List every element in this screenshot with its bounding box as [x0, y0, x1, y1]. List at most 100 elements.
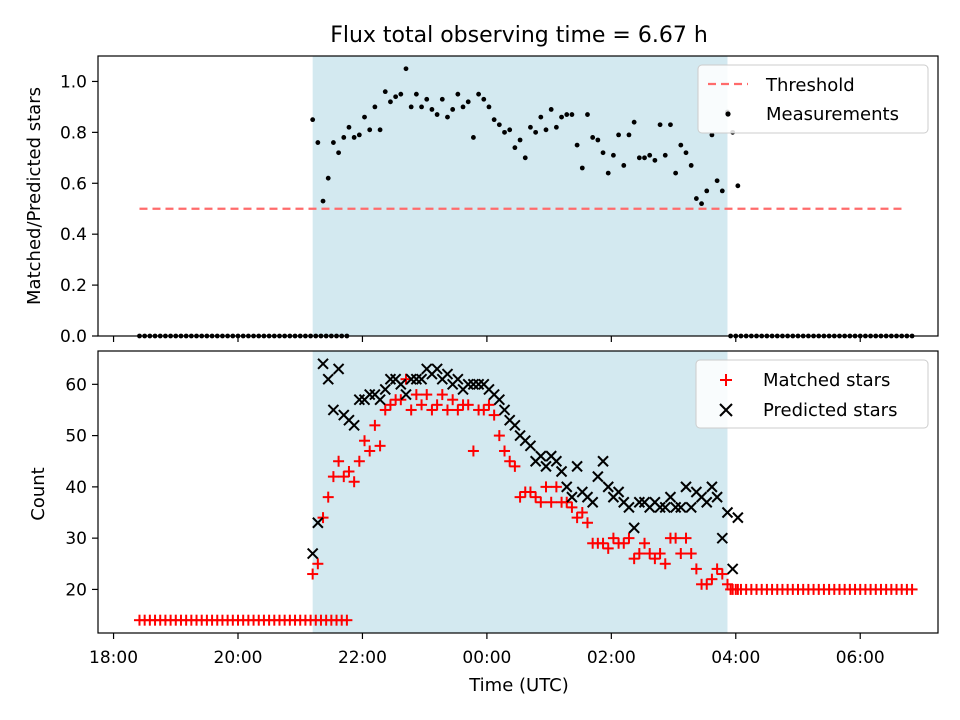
measurement-point — [683, 150, 689, 156]
measurement-point — [336, 150, 341, 156]
matched-star-point — [410, 389, 422, 401]
matched-stars-legend-label: Matched stars — [763, 370, 890, 391]
matched-star-point — [701, 578, 713, 590]
matched-star-point — [447, 394, 459, 406]
predicted-star-point — [374, 394, 386, 406]
predicted-star-point — [586, 496, 599, 508]
predicted-star-point — [602, 481, 614, 493]
predicted-star-point — [384, 373, 397, 385]
predicted-star-point — [395, 378, 407, 391]
measurement-point — [699, 201, 704, 207]
measurement-point — [356, 132, 362, 138]
matched-star-point — [421, 389, 433, 401]
measurement-point — [616, 132, 621, 138]
measurement-point — [434, 112, 440, 117]
bottom-y-tick-label: 40 — [65, 478, 87, 498]
measurement-point — [693, 196, 699, 201]
predicted-star-point — [467, 378, 480, 391]
matched-star-point — [514, 491, 526, 503]
predicted-star-point — [540, 460, 552, 473]
matched-star-point — [327, 471, 339, 483]
measurement-point — [652, 157, 658, 163]
matched-star-point — [369, 419, 381, 431]
measurement-point — [688, 163, 694, 168]
measurement-point — [439, 96, 445, 102]
predicted-star-point — [410, 373, 423, 385]
matched-star-point — [628, 553, 640, 565]
predicted-star-point — [571, 460, 583, 473]
matched-star-point — [483, 399, 495, 411]
matched-star-point — [530, 491, 542, 503]
top-y-tick-label: 0.0 — [60, 327, 87, 347]
predicted-star-point — [711, 491, 723, 503]
measurement-point — [631, 119, 637, 125]
top-y-tick-label: 0.6 — [60, 174, 87, 194]
measurement-point — [491, 117, 497, 123]
predicted-star-point — [379, 383, 391, 396]
matched-star-point — [623, 532, 635, 544]
predicted-star-point — [312, 517, 324, 529]
measurement-point — [636, 155, 642, 161]
predicted-star-point — [400, 388, 412, 401]
matched-star-point — [353, 455, 365, 467]
measurement-point — [382, 89, 388, 95]
measurement-point — [543, 127, 549, 133]
predicted-star-point — [327, 404, 340, 416]
measurement-point — [647, 152, 653, 158]
matched-star-point — [348, 476, 360, 488]
measurement-point — [662, 152, 668, 158]
matched-star-point — [452, 404, 464, 416]
predicted-star-point — [306, 547, 319, 560]
measurement-point — [559, 114, 564, 120]
measurement-point — [512, 145, 518, 151]
matched-star-point — [436, 389, 448, 401]
matched-star-point — [488, 409, 500, 421]
measurement-point — [574, 142, 580, 148]
matched-star-point — [716, 568, 728, 580]
measurement-point — [476, 91, 481, 97]
matched-star-point — [711, 563, 723, 575]
x-tick-label: 04:00 — [711, 648, 760, 668]
measurement-point — [413, 91, 419, 97]
measurement-point — [419, 104, 424, 110]
predicted-star-point — [675, 501, 687, 514]
measurement-point — [377, 127, 383, 133]
matched-star-point — [307, 568, 319, 580]
matched-star-point — [431, 399, 443, 411]
measurement-point — [528, 124, 533, 130]
matched-star-point — [654, 548, 666, 560]
measurement-point — [714, 178, 720, 184]
x-tick-label: 22:00 — [338, 648, 387, 668]
matched-star-point — [644, 548, 656, 560]
predicted-star-point — [353, 394, 366, 406]
matched-star-point — [597, 537, 609, 549]
measurement-point — [460, 104, 466, 110]
measurement-point — [668, 122, 673, 128]
measurement-point — [642, 155, 647, 161]
matched-star-point — [341, 614, 353, 626]
measurement-point — [424, 96, 430, 102]
measurement-point — [548, 107, 554, 112]
measurement-point — [719, 188, 725, 194]
top-shaded-region — [312, 56, 728, 336]
matched-star-point — [566, 501, 578, 513]
measurement-point — [678, 142, 684, 148]
predicted-star-point — [550, 455, 563, 467]
measurement-point — [553, 124, 559, 130]
measurement-point — [455, 91, 461, 97]
matched-stars-points — [133, 373, 918, 626]
predicted-star-point — [441, 368, 454, 380]
measurement-point — [393, 94, 399, 100]
measurement-point — [367, 127, 373, 133]
measurement-point — [611, 152, 616, 158]
matched-star-point — [467, 445, 479, 457]
matched-star-point — [535, 496, 547, 508]
predicted-star-point — [701, 496, 713, 508]
top-y-tick-label: 0.8 — [60, 123, 87, 143]
top-y-axis-ticks: 0.0 0.2 0.4 0.6 0.8 1.0 — [60, 72, 98, 347]
matched-star-point — [343, 465, 355, 477]
matched-star-point — [680, 532, 692, 544]
measurement-point — [657, 122, 663, 128]
bottom-y-tick-label: 50 — [65, 427, 87, 447]
